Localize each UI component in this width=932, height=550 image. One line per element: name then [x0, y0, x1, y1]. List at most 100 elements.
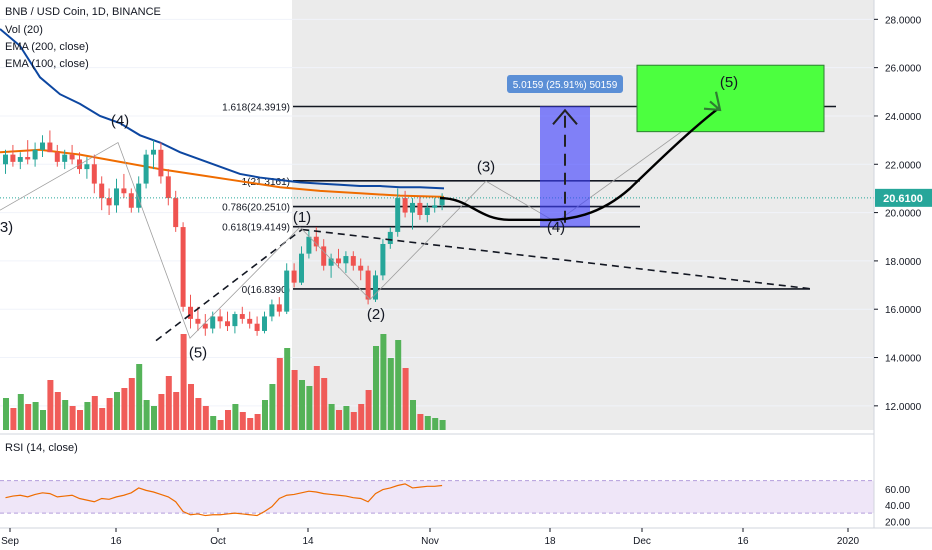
volume-bar — [69, 406, 76, 430]
volume-bar — [10, 408, 17, 430]
price-tick-label: 26.0000 — [885, 64, 922, 75]
projection-label-box — [507, 75, 623, 93]
wave-label: (5) — [720, 74, 738, 91]
price-tick-label: 12.0000 — [885, 402, 922, 413]
candle-body — [121, 188, 127, 194]
volume-bar — [336, 410, 342, 430]
volume-bar — [114, 392, 120, 430]
volume-bar — [91, 396, 98, 430]
time-tick-label: 18 — [544, 536, 556, 547]
fib-level-label: 0.618(19.4149) — [222, 223, 290, 234]
ema200-line — [0, 28, 445, 190]
volume-bar — [439, 420, 446, 430]
candle-body — [432, 205, 438, 208]
price-tick-label: 14.0000 — [885, 354, 922, 365]
volume-bar — [380, 334, 387, 430]
price-tick-label: 24.0000 — [885, 112, 922, 123]
projected-path — [439, 107, 719, 222]
price-tick-label: 22.0000 — [885, 160, 922, 171]
moving-averages — [0, 28, 445, 198]
volume-bar — [99, 408, 106, 430]
candle-body — [291, 270, 297, 283]
candle-body — [328, 258, 334, 266]
fib-level-label: 0(16.8390) — [242, 285, 290, 296]
candle-body — [424, 207, 430, 215]
candle-body — [25, 157, 31, 160]
candle-body — [410, 202, 415, 213]
volume-bar — [424, 416, 431, 430]
candle-body — [439, 197, 445, 206]
rsi-tick-label: 60.00 — [885, 485, 910, 496]
volume-bar — [225, 410, 231, 430]
candle-body — [395, 198, 401, 232]
volume-bar — [417, 414, 424, 430]
target-arrow-stub — [709, 100, 721, 111]
price-tick-label: 16.0000 — [885, 305, 922, 316]
volume-bar — [62, 400, 69, 430]
candle-body — [299, 253, 304, 283]
candle-body — [336, 258, 341, 264]
price-tick-label: 20.0000 — [885, 209, 922, 220]
candle-body — [54, 152, 60, 162]
volume-bar — [402, 368, 409, 430]
time-tick-label: Oct — [210, 536, 226, 547]
candle-body — [232, 314, 238, 327]
candle-body — [17, 157, 23, 162]
candles — [3, 130, 445, 336]
volume-bar — [365, 390, 372, 430]
volume-bar — [321, 378, 328, 430]
ema100-line — [0, 148, 445, 198]
wave-label: (1) — [293, 209, 311, 226]
wave-label: (4) — [547, 219, 565, 236]
study-ema200: EMA (200, close) — [5, 41, 89, 53]
volume-bar — [106, 398, 113, 430]
candle-body — [210, 316, 216, 329]
candle-body — [254, 323, 260, 331]
time-tick-label: 16 — [737, 536, 749, 547]
volume-bar — [202, 406, 209, 430]
candle-body — [306, 236, 312, 254]
projection-label: 5.0159 (25.91%) 50159 — [513, 80, 618, 91]
volume-bar — [254, 414, 261, 430]
rsi-pane: RSI (14, close) 60.00 40.00 20.00 — [0, 442, 910, 528]
candle-body — [128, 193, 134, 208]
volume-bar — [217, 420, 224, 430]
candle-body — [10, 154, 16, 162]
volume-bar — [313, 366, 320, 430]
candle-body — [262, 316, 267, 331]
volume-bar — [40, 410, 46, 430]
candle-body — [84, 164, 90, 170]
volume-bar — [121, 388, 128, 430]
time-tick-label: Nov — [421, 536, 439, 547]
candle-body — [202, 323, 208, 329]
time-tick-label: Dec — [633, 536, 651, 547]
wave-label: (3) — [0, 219, 13, 236]
last-price-tag — [875, 188, 932, 207]
volume-bar — [195, 398, 202, 430]
candle-body — [106, 198, 112, 206]
volume-bar — [432, 418, 439, 430]
time-tick-label: 14 — [302, 536, 314, 547]
trendline-resistance — [301, 228, 811, 290]
candle-body — [3, 154, 8, 165]
volume-bar — [262, 400, 268, 430]
volume-bar — [158, 394, 165, 430]
study-ema100: EMA (100, close) — [5, 58, 89, 70]
last-price-label: 20.6100 — [883, 193, 923, 205]
volume-bar — [276, 358, 283, 430]
candle-body — [62, 154, 68, 162]
candle-body — [247, 318, 253, 324]
volume-bar — [188, 384, 194, 430]
candle-body — [165, 176, 171, 199]
volume-bar — [84, 402, 91, 430]
rsi-tick-label: 40.00 — [885, 501, 910, 512]
candle-body — [40, 142, 45, 150]
candle-body — [365, 270, 371, 300]
fib-level-label: 1.618(24.3919) — [222, 102, 290, 113]
candle-body — [217, 316, 223, 322]
symbol-title: BNB / USD Coin, 1D, BINANCE — [5, 6, 161, 18]
candle-body — [195, 318, 201, 324]
price-tick-label: 28.0000 — [885, 15, 922, 26]
wave-label: (2) — [367, 306, 385, 323]
drawings: 5.0159 (25.91%) 50159 — [0, 64, 874, 342]
